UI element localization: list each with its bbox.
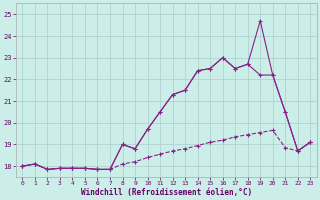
X-axis label: Windchill (Refroidissement éolien,°C): Windchill (Refroidissement éolien,°C) xyxy=(81,188,252,197)
